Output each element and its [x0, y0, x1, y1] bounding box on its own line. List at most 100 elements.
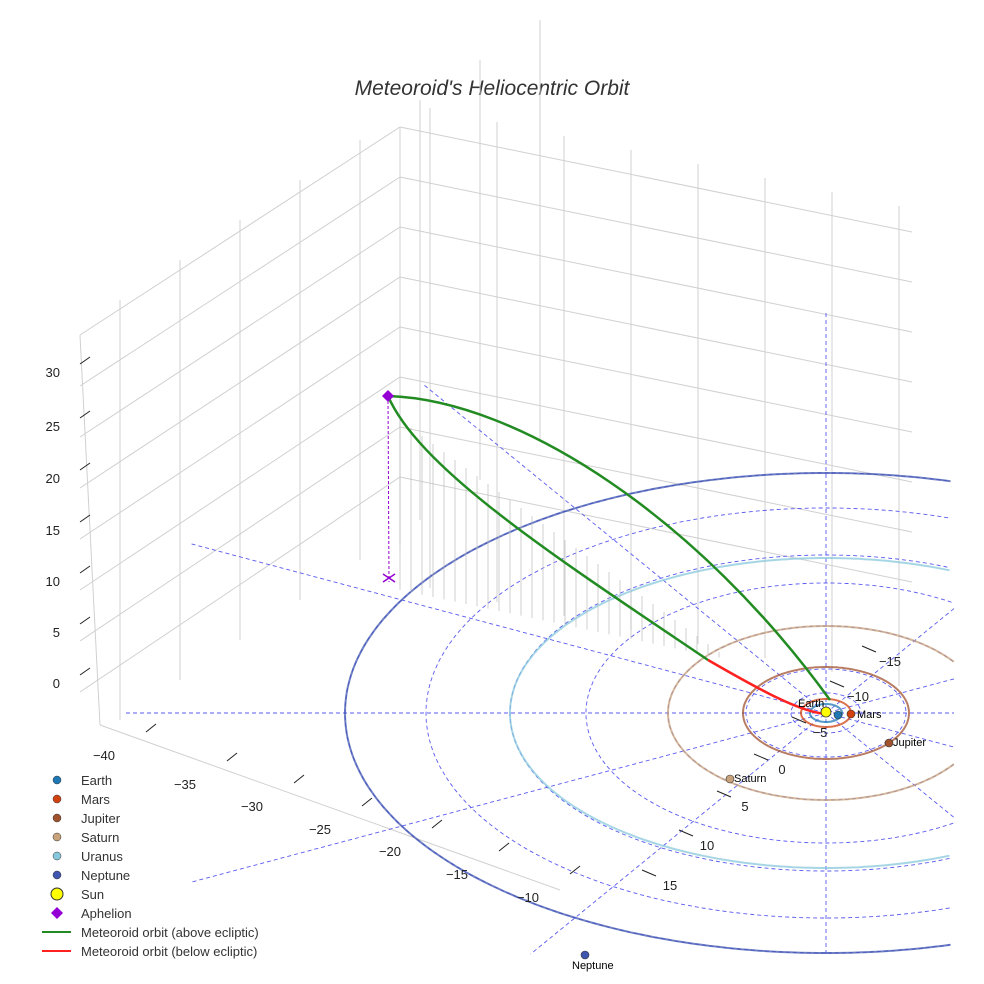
z-tick-mark — [79, 667, 91, 676]
y-tick-mark — [791, 716, 807, 724]
z-grid-line-back — [399, 476, 913, 583]
planet-label: Mars — [857, 709, 882, 721]
z-tick-label: 30 — [46, 365, 60, 380]
z-grid-line-back — [399, 126, 913, 233]
legend-marker-saturn — [52, 832, 62, 842]
y-tick-label: 15 — [663, 878, 677, 893]
planet-marker-jupiter — [884, 738, 894, 748]
planet-label: Neptune — [572, 960, 614, 972]
aphelion-marker — [382, 390, 394, 402]
ecliptic-ring — [425, 507, 950, 919]
y-tick-label: −5 — [813, 725, 828, 740]
ecliptic-radial-line — [191, 543, 955, 748]
planet-marker-neptune — [580, 950, 590, 960]
orbit-mars — [800, 698, 852, 728]
planet-label: Jupiter — [893, 737, 926, 749]
y-tick-mark — [753, 753, 769, 761]
z-grid-line-back — [399, 276, 913, 383]
z-grid-line-back — [399, 176, 913, 283]
z-tick-mark — [79, 616, 91, 625]
legend-marker-earth — [52, 775, 62, 785]
x-tick-mark — [431, 819, 443, 829]
ecliptic-radial-line — [424, 384, 955, 818]
x-tick-label: −25 — [309, 822, 331, 837]
pane-edge — [79, 334, 101, 726]
y-tick-mark — [678, 829, 694, 837]
axis-panes — [79, 20, 913, 891]
legend-label: Neptune — [81, 868, 130, 883]
y-tick-mark — [829, 680, 845, 688]
legend-label: Meteoroid orbit (below ecliptic) — [81, 944, 257, 959]
y-tick-mark — [641, 869, 657, 877]
ecliptic-ring — [585, 582, 954, 844]
legend-marker-sun — [50, 887, 64, 901]
chart-title: Meteoroid's Heliocentric Orbit — [355, 77, 631, 100]
planet-marker-earth — [833, 710, 843, 720]
z-grid-line-back — [399, 226, 913, 333]
legend-marker-neptune — [52, 870, 62, 880]
z-tick-label: 5 — [53, 625, 60, 640]
z-tick-label: 15 — [46, 523, 60, 538]
ecliptic-ring — [790, 692, 862, 734]
planet-markers: Earth Mars Jupiter Saturn Neptune — [572, 698, 926, 972]
legend-label: Uranus — [81, 849, 123, 864]
z-tick-label: 20 — [46, 471, 60, 486]
x-tick-mark — [293, 774, 305, 784]
x-tick-label: −10 — [517, 890, 539, 905]
ecliptic-radial-line — [530, 608, 955, 955]
aphelion-projection-marker — [382, 573, 396, 583]
meteoroid-orbit — [382, 390, 832, 716]
x-tick-label: −20 — [379, 844, 401, 859]
y-tick-label: −10 — [847, 689, 869, 704]
legend-marker-uranus — [52, 851, 62, 861]
x-tick-label: −40 — [93, 748, 115, 763]
x-tick-label: −35 — [174, 777, 196, 792]
y-tick-label: 10 — [700, 838, 714, 853]
z-tick-mark — [79, 565, 91, 574]
planet-marker-saturn — [725, 774, 735, 784]
x-tick-mark — [145, 723, 157, 733]
y-tick-label: 5 — [741, 799, 748, 814]
orbit-saturn — [667, 625, 955, 801]
y-tick-label: 0 — [778, 762, 785, 777]
x-tick-label: −30 — [241, 799, 263, 814]
legend-label: Jupiter — [81, 811, 121, 826]
orbit-below-ecliptic — [707, 658, 827, 716]
x-tick-mark — [361, 797, 373, 807]
y-tick-label: −15 — [879, 654, 901, 669]
z-tick-label: 0 — [53, 676, 60, 691]
legend-label: Meteoroid orbit (above ecliptic) — [81, 925, 259, 940]
planet-orbits — [343, 472, 955, 954]
orbit-neptune — [343, 472, 951, 954]
z-tick-label: 10 — [46, 574, 60, 589]
orbit-above-upper — [387, 394, 832, 701]
axis-ticks: 30 25 20 15 10 5 0 −40 −35 −30 −25 −20 −15 −10 15 10 5 0 −… — [46, 356, 901, 905]
legend-label: Mars — [81, 792, 110, 807]
planet-label: Saturn — [734, 773, 766, 785]
x-tick-mark — [498, 842, 510, 852]
legend-marker-jupiter — [52, 813, 62, 823]
orbit-jupiter — [742, 666, 910, 760]
z-grid-line-back — [399, 376, 913, 483]
orbit-uranus — [509, 557, 950, 869]
legend-label: Sun — [81, 887, 104, 902]
legend-label: Aphelion — [81, 906, 132, 921]
legend-label: Saturn — [81, 830, 119, 845]
orbit-earth — [809, 703, 843, 723]
legend-marker-aphelion — [51, 907, 63, 919]
planet-label: Earth — [798, 698, 824, 710]
sun-marker — [820, 706, 832, 718]
y-tick-mark — [861, 645, 877, 653]
aphelion-drop-line — [387, 395, 390, 583]
legend-marker-mars — [52, 794, 62, 804]
legend: Earth Mars Jupiter Saturn Uranus Neptune Sun Ap… — [42, 773, 259, 959]
x-tick-mark — [226, 752, 238, 762]
y-tick-mark — [716, 790, 732, 798]
z-tick-label: 25 — [46, 419, 60, 434]
pane-edge — [99, 724, 561, 891]
z-tick-mark — [79, 356, 91, 365]
z-grid-line-back — [399, 326, 913, 433]
z-tick-mark — [79, 462, 91, 471]
